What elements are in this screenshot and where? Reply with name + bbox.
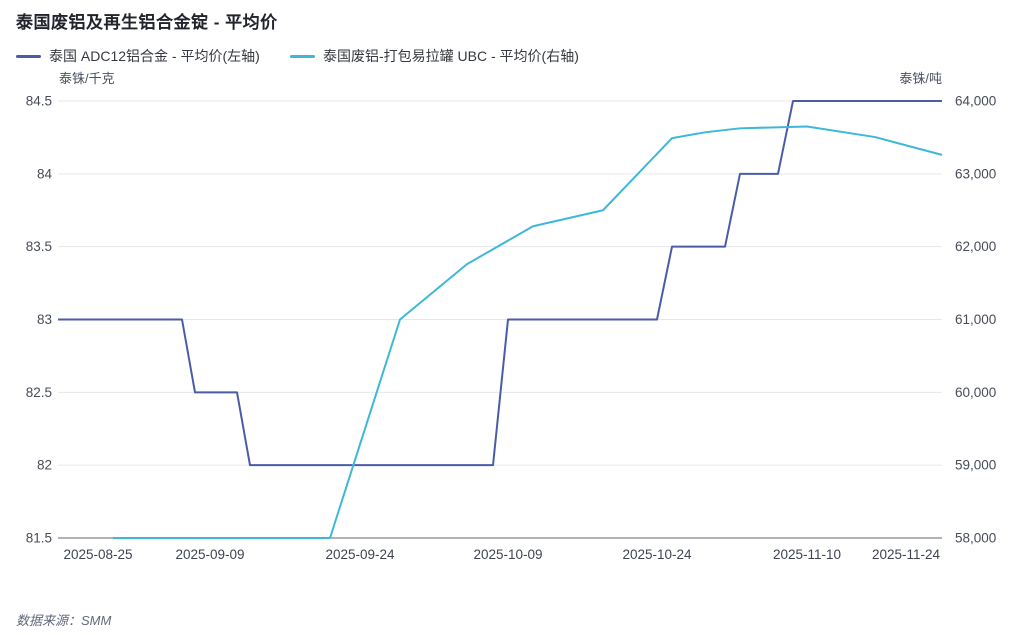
ubc-price-line[interactable] (113, 125, 943, 539)
left-axis-tick-label: 83 (37, 312, 52, 327)
legend-label-ubc: 泰国废铝-打包易拉罐 UBC - 平均价(右轴) (323, 48, 579, 64)
right-axis-tick-label: 63,000 (955, 166, 996, 181)
adc12-price-line[interactable] (58, 100, 942, 467)
right-axis-tick-label: 62,000 (955, 239, 996, 254)
legend-label-adc12: 泰国 ADC12铝合金 - 平均价(左轴) (49, 48, 260, 64)
right-axis-tick-label: 61,000 (955, 312, 996, 327)
left-axis-tick-label: 83.5 (26, 239, 52, 254)
adc12-line-marker-icon (16, 54, 41, 58)
x-axis-tick-label: 2025-09-09 (175, 547, 244, 562)
right-axis-tick-label: 64,000 (955, 94, 996, 109)
left-axis-tick-label: 82.5 (26, 385, 52, 400)
right-axis-tick-label: 60,000 (955, 385, 996, 400)
ubc-line-marker-icon (290, 54, 315, 58)
x-axis-tick-label: 2025-11-10 (773, 547, 841, 562)
right-axis-tick-label: 59,000 (955, 458, 996, 473)
x-axis-tick-label: 2025-11-24 (872, 547, 941, 562)
left-axis-tick-label: 82 (37, 458, 52, 473)
x-axis-tick-label: 2025-08-25 (63, 547, 132, 562)
x-axis-tick-label: 2025-09-24 (325, 547, 395, 562)
x-axis-tick-label: 2025-10-24 (622, 547, 692, 562)
legend-item-ubc[interactable]: 泰国废铝-打包易拉罐 UBC - 平均价(右轴) (290, 46, 579, 66)
x-axis-tick-label: 2025-10-09 (473, 547, 542, 562)
chart-title: 泰国废铝及再生铝合金锭 - 平均价 (16, 13, 278, 32)
left-axis-tick-label: 84.5 (26, 94, 52, 109)
left-axis-tick-label: 84 (37, 166, 53, 181)
left-axis-tick-label: 81.5 (26, 531, 52, 546)
right-axis-tick-label: 58,000 (955, 531, 996, 546)
legend-item-adc12[interactable]: 泰国 ADC12铝合金 - 平均价(左轴) (16, 46, 260, 66)
left-axis-unit: 泰铢/千克 (59, 71, 115, 86)
right-axis-unit: 泰铢/吨 (899, 71, 942, 86)
data-source: 数据来源：SMM (16, 613, 112, 628)
